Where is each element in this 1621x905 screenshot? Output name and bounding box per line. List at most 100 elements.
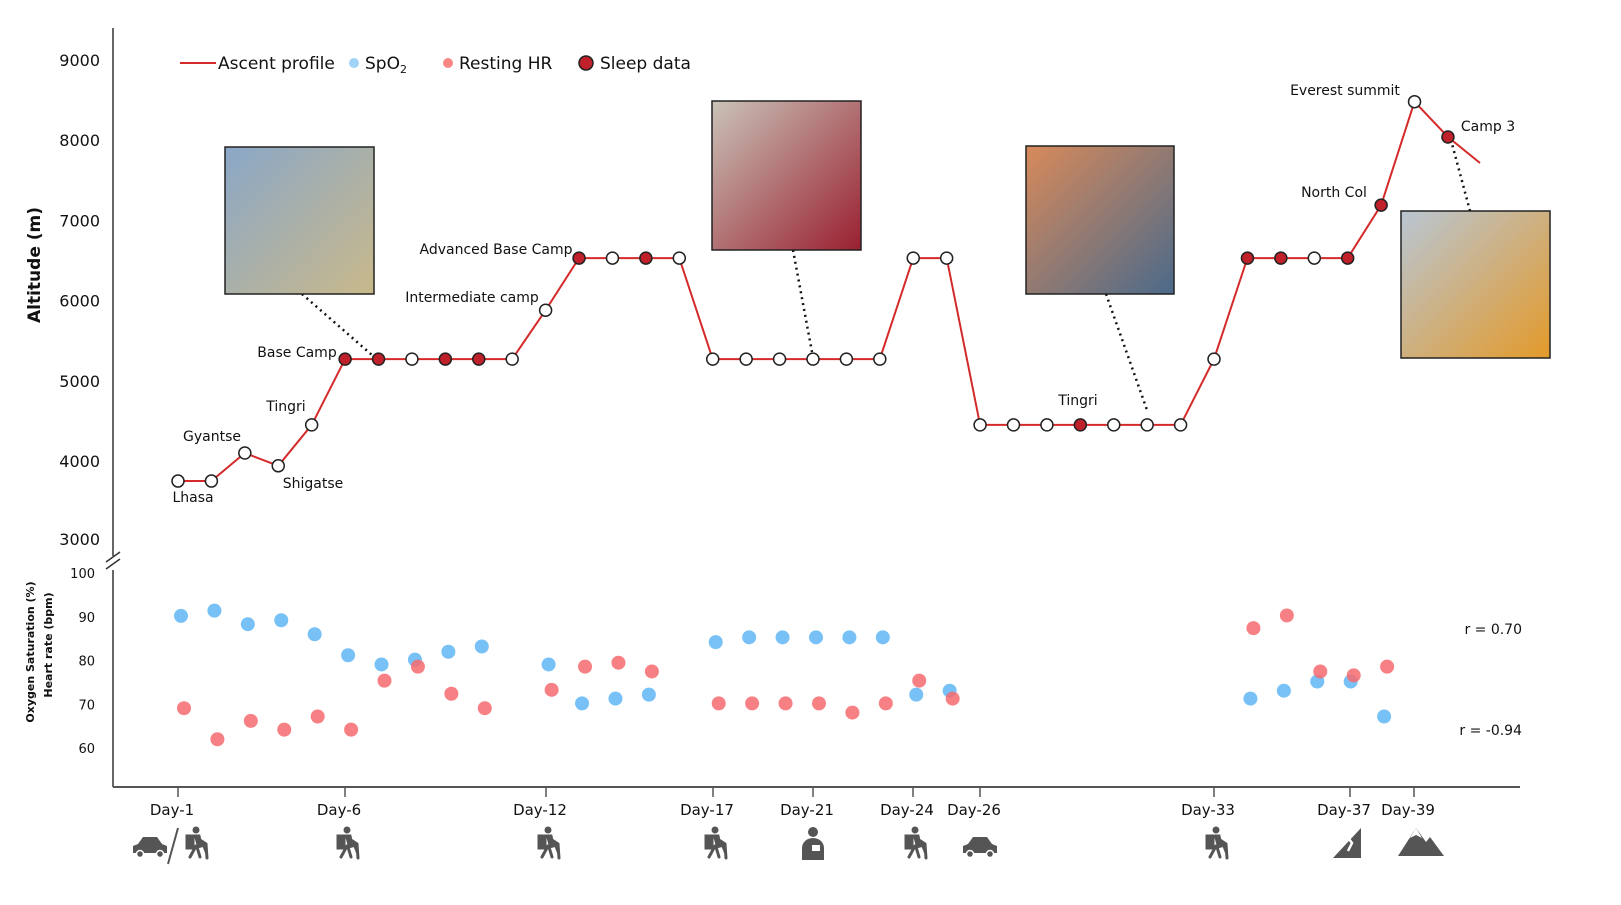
sleep-data-point: [572, 251, 586, 265]
resting-hr-point: [945, 691, 960, 706]
sleep-data-point: [1073, 418, 1088, 432]
y-axis-title-spo2: Oxygen Saturation (%): [24, 581, 37, 722]
annotation-label: Lhasa: [172, 490, 213, 506]
spo2-point: [274, 613, 289, 628]
spo2-point: [307, 627, 322, 642]
sleep-data-point: [338, 352, 352, 366]
resting-hr-point: [1346, 668, 1361, 683]
hiker-body: [704, 834, 728, 860]
medic-icon: [808, 827, 818, 837]
hiker-icon: [343, 826, 351, 834]
resting-hr-point: [1313, 664, 1328, 679]
x-tick-icons: [1205, 826, 1229, 860]
resting-hr-point: [711, 696, 726, 711]
legend-marker-spo2: [349, 58, 359, 68]
ascent-point: [1140, 418, 1154, 432]
resting-hr-point: [477, 701, 492, 716]
sleep-data-point: [371, 352, 386, 366]
ascent-point: [605, 251, 620, 265]
ascent-point: [1006, 418, 1021, 432]
sleep-data-point: [1340, 251, 1355, 265]
hiker-body: [904, 834, 928, 860]
resting-hr-point: [1279, 608, 1294, 623]
ascent-point: [739, 352, 753, 366]
annotation-labels: Lhasa Gyantse Shigatse Tingri Base Camp Inter…: [172, 83, 1515, 506]
base-camp-flag-photo: [224, 146, 375, 295]
ascent-point: [806, 352, 820, 366]
resting-hr-point: [1246, 621, 1261, 636]
y-tick-label-vitals: 80: [78, 655, 95, 670]
resting-hr-point: [210, 732, 225, 747]
spo2-point: [775, 630, 790, 645]
spo2-point: [909, 687, 924, 702]
ascent-point: [1040, 418, 1054, 432]
ascent-point: [1407, 94, 1422, 109]
car-wheel: [965, 849, 975, 859]
ascent-point: [505, 352, 519, 366]
y-tick-label-altitude: 9000: [59, 51, 100, 70]
correlation-spo2: r = 0.70: [1464, 622, 1522, 638]
annotation-label: Everest summit: [1290, 83, 1400, 99]
annotation-label: Camp 3: [1461, 119, 1515, 135]
spo2-point: [641, 687, 656, 702]
hiker-icon: [192, 826, 200, 834]
y-tick-label-altitude: 5000: [59, 372, 100, 391]
ascent-point: [772, 352, 787, 366]
ascent-point: [1307, 251, 1322, 265]
x-tick-label: Day-6: [317, 801, 361, 819]
sleep-data-point: [438, 352, 453, 366]
y-tick-label-altitude: 8000: [59, 131, 100, 150]
x-tick-icons: [1398, 828, 1444, 856]
ascent-profile-line: [178, 99, 1481, 482]
climber-icon: [1333, 828, 1361, 858]
hiker-body: [185, 834, 209, 860]
resting-hr-point: [1380, 659, 1395, 674]
spo2-point: [474, 639, 489, 654]
spo2-point: [341, 648, 356, 663]
car-wheel: [135, 849, 145, 859]
resting-hr-point: [544, 682, 559, 697]
blistered-finger-photo: [711, 100, 862, 251]
spo2-point: [742, 630, 757, 645]
legend-label-sleep: Sleep data: [600, 54, 691, 74]
spo2-point: [374, 657, 389, 672]
resting-hr-point: [243, 713, 258, 728]
x-tick-label: Day-1: [150, 801, 194, 819]
legend-label-spo2: SpO2: [365, 54, 407, 76]
x-tick-icons: [904, 826, 928, 860]
hiker-icon: [711, 826, 719, 834]
resting-hr-point: [778, 696, 793, 711]
axis-break-icon: [105, 551, 121, 570]
car-icon: [133, 837, 167, 853]
x-tick-icons: [133, 826, 209, 865]
spo2-point: [1276, 683, 1291, 698]
car-wheel: [985, 849, 995, 859]
photo-connector: [1449, 139, 1472, 212]
x-tick-icons: [336, 826, 360, 860]
summit-selfie-photo: [1400, 210, 1551, 359]
resting-hr-point: [578, 659, 593, 674]
x-tick-icons: [802, 827, 824, 860]
frostbitten-finger-photo: [1025, 145, 1175, 295]
ascent-profile: [171, 94, 1481, 488]
scatter-points: [174, 603, 1395, 747]
photo-connector: [1104, 293, 1149, 411]
legend-label-ascent: Ascent profile: [218, 54, 335, 74]
resting-hr-point: [745, 696, 760, 711]
medic-bag: [812, 845, 820, 851]
spo2-point: [1377, 709, 1392, 724]
ascent-point: [1173, 418, 1188, 432]
hiker-icon: [911, 826, 919, 834]
x-tick-label: Day-37: [1317, 801, 1371, 819]
ascent-point: [1207, 352, 1221, 366]
resting-hr-point: [410, 659, 425, 674]
ascent-point: [906, 251, 920, 265]
slash-divider: [167, 827, 179, 865]
ascent-point: [973, 418, 987, 432]
y-tick-label-vitals: 100: [70, 567, 95, 582]
annotation-label: Tingri: [265, 399, 305, 415]
y-tick-label-vitals: 70: [78, 698, 95, 713]
ascent-point: [839, 352, 854, 366]
mountain-snow: [1410, 828, 1422, 838]
